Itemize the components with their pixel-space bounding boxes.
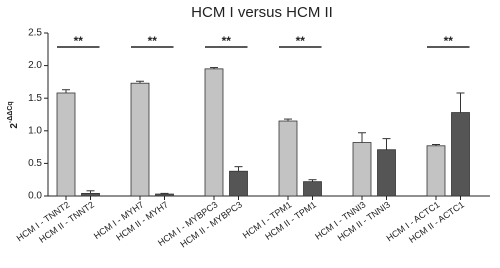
error-bar	[432, 143, 440, 146]
bar	[229, 170, 248, 197]
y-axis-label: 2-ΔΔCq	[7, 101, 20, 128]
y-label-base: 2	[9, 123, 20, 129]
y-tick-label: 2.0	[28, 60, 42, 71]
bar	[451, 112, 470, 197]
error-bar	[160, 192, 169, 195]
error-bar	[284, 118, 292, 122]
bar	[130, 82, 150, 197]
significance-label: **	[148, 34, 158, 48]
error-bar	[382, 138, 391, 150]
bar	[155, 193, 174, 197]
error-bar	[86, 190, 95, 194]
significance-label: **	[296, 34, 306, 48]
error-bar	[456, 92, 465, 113]
y-tick-label: 1.5	[28, 93, 42, 104]
y-tick-label: 1.0	[28, 125, 42, 136]
chart-title: HCM I versus HCM II	[191, 4, 333, 21]
significance-label: **	[74, 34, 84, 48]
error-bar	[308, 179, 317, 182]
y-label-exponent: -ΔΔCq	[7, 101, 14, 123]
significance-label: **	[222, 34, 232, 48]
bar	[278, 120, 298, 197]
y-tick-label: 0.0	[28, 191, 42, 202]
error-bar	[136, 80, 144, 84]
y-tick-label: 0.5	[28, 158, 42, 169]
bar	[377, 149, 396, 197]
bar	[204, 68, 224, 197]
significance-label: **	[444, 34, 454, 48]
y-tick-label: 2.5	[28, 28, 42, 39]
bar	[352, 142, 372, 197]
error-bar	[358, 132, 366, 143]
error-bar	[62, 89, 70, 93]
error-bar	[234, 166, 243, 172]
bar	[56, 92, 76, 197]
error-bar	[210, 67, 218, 69]
bar	[426, 145, 446, 197]
bar	[303, 181, 322, 197]
bar	[81, 192, 100, 197]
